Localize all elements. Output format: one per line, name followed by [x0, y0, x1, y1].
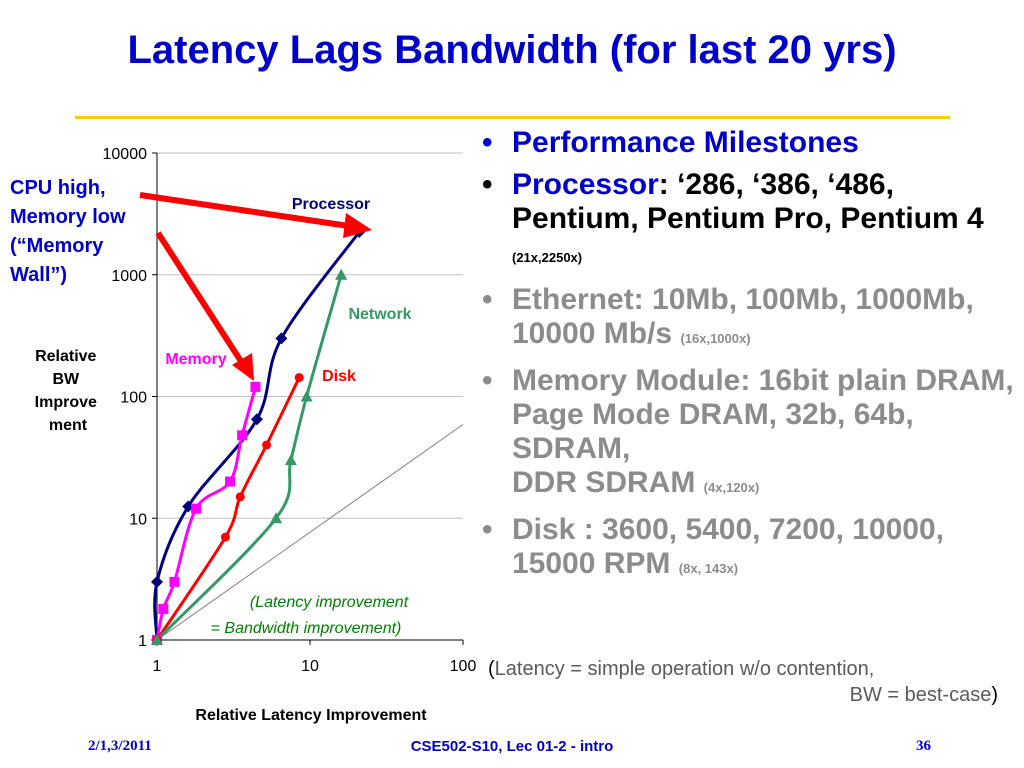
bullet-dot: • [482, 513, 493, 546]
processor-data-point [151, 575, 163, 588]
network-data-point [270, 512, 283, 524]
memory-wall-line-1: CPU high, [10, 177, 106, 199]
y-tick-label: 100 [120, 390, 147, 407]
y-tick-label: 10000 [103, 146, 148, 163]
y-axis-label: Relative BW Improve ment [35, 348, 102, 434]
note-close-paren: ) [991, 684, 998, 706]
processor-series-label: Processor [292, 196, 370, 213]
memory-series-label: Memory [165, 351, 226, 368]
processor-data-point [275, 332, 288, 345]
bullet-dot: • [482, 283, 493, 316]
bullet-processor-title: Processor [512, 168, 659, 201]
bullet-improvement: (8x, 143x) [678, 561, 739, 576]
footer-date: 2/1,3/2011 [88, 738, 152, 754]
arrow-to-processor [139, 192, 363, 231]
latency-bandwidth-chart: 1 10 100 1000 10000 1 10 100 Relative Latency I… [35, 146, 477, 724]
bullet-text: Ethernet: 10Mb, 100Mb, 1000Mb, 10000 Mb/… [512, 283, 974, 350]
network-data-point [300, 390, 313, 402]
memory-series-line [155, 386, 257, 641]
definition-note: (Latency = simple operation w/o contenti… [488, 656, 998, 708]
y-tick-label: 1000 [111, 268, 147, 285]
memory-wall-line-3: (“Memory [10, 235, 104, 257]
disk-series-label: Disk [322, 368, 356, 385]
memory-data-point [224, 476, 235, 487]
slide-title: Latency Lags Bandwidth (for last 20 yrs) [127, 28, 897, 72]
bullet-improvement: (21x,2250x) [512, 250, 583, 265]
network-data-point [151, 634, 163, 645]
footer-course: CSE502-S10, Lec 01-2 - intro [410, 738, 614, 755]
bullet-dot: • [482, 126, 493, 159]
memory-data-point [169, 576, 180, 587]
disk-data-point [235, 492, 245, 502]
processor-series-line [153, 230, 361, 641]
memory-wall-arrows [139, 192, 372, 381]
bullet-improvement: (16x,1000x) [680, 331, 751, 346]
x-tick-label: 1 [153, 658, 162, 675]
arrow-to-memory [155, 231, 249, 371]
reference-line [156, 424, 464, 641]
bullet-dot: • [482, 364, 493, 397]
bullet-ethernet: • Ethernet: 10Mb, 100Mb, 1000Mb, 10000 M… [478, 283, 1018, 356]
bullet-text: Disk : 3600, 5400, 7200, 10000, 15000 RP… [512, 513, 945, 580]
x-tick-label: 100 [450, 658, 477, 675]
y-tick-label: 1 [138, 633, 147, 650]
bullet-disk: • Disk : 3600, 5400, 7200, 10000, 15000 … [478, 513, 1018, 586]
network-series-label: Network [348, 306, 411, 323]
reference-line-label-1: (Latency improvement [250, 594, 409, 611]
x-axis-label: Relative Latency Improvement [195, 707, 427, 724]
bullet-performance-milestones: • Performance Milestones [478, 126, 1018, 160]
memory-wall-label: CPU high, Memory low (“Memory Wall”) [10, 174, 126, 290]
processor-data-point [250, 413, 263, 426]
arrow-to-memory-head [232, 353, 254, 381]
memory-data-point [250, 381, 261, 392]
memory-wall-line-2: Memory low [10, 206, 126, 228]
network-series-line [155, 274, 343, 642]
memory-data-point [158, 603, 169, 614]
memory-data-point [191, 503, 202, 514]
bullet-text: : ‘286, ‘386, ‘486, Pentium, Pentium Pro… [512, 168, 984, 235]
title-divider [75, 116, 950, 119]
note-open-paren: ( [488, 658, 495, 680]
bullet-text: Memory Module: 16bit plain DRAM, Page Mo… [512, 364, 1014, 465]
bullet-text: Performance Milestones [512, 126, 859, 159]
bullet-memory-module: • Memory Module: 16bit plain DRAM, Page … [478, 364, 1018, 505]
bullet-text-2: DDR SDRAM [512, 466, 696, 499]
y-tick-label: 10 [129, 511, 147, 528]
note-line-1: Latency = simple operation w/o contentio… [494, 658, 875, 680]
disk-data-point [262, 440, 272, 450]
footer-page-number: 36 [916, 738, 931, 754]
bullet-dot: • [482, 168, 493, 201]
note-line-2: BW = best-case [849, 684, 992, 706]
memory-data-point [237, 430, 248, 441]
network-data-point [335, 268, 348, 280]
reference-line-label-2: = Bandwidth improvement) [211, 620, 402, 637]
network-data-point [284, 454, 297, 466]
bullet-improvement: (4x,120x) [703, 480, 760, 495]
bullet-processor: • Processor: ‘286, ‘386, ‘486, Pentium, … [478, 168, 1018, 275]
arrow-to-processor-head [343, 213, 372, 238]
memory-wall-line-4: Wall”) [10, 264, 68, 286]
bullet-list: • Performance Milestones • Processor: ‘2… [478, 126, 1018, 594]
disk-data-point [220, 532, 230, 542]
x-tick-label: 10 [301, 658, 319, 675]
disk-data-point [294, 373, 304, 383]
